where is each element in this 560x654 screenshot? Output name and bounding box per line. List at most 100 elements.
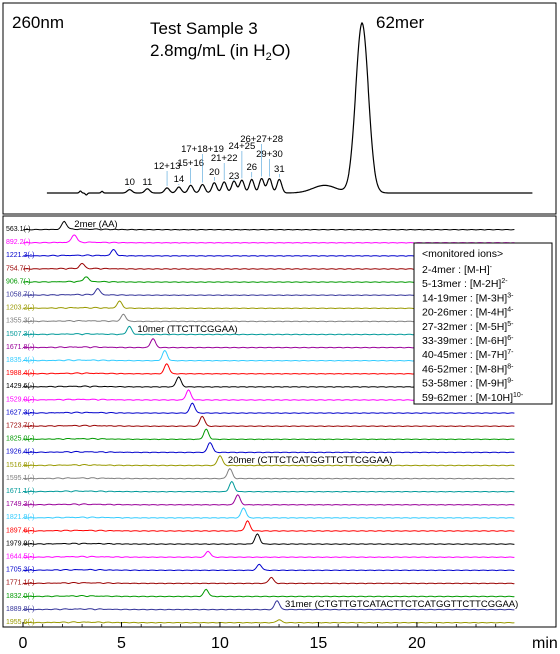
eic-trace [22, 550, 515, 559]
x-tick-label: 5 [117, 635, 126, 652]
eic-trace-label: 1835.4(-) [6, 357, 34, 364]
x-axis: 0 5 10 15 20 min [19, 622, 558, 652]
eic-trace-label: 1355.3(-) [6, 318, 34, 325]
uv-peak-label: 14 [174, 174, 185, 185]
eic-trace-label: 1889.8(-) [6, 606, 34, 613]
eic-annotation: 10mer (TTCTTCGGAA) [137, 324, 237, 335]
legend-entry: 14-19mer : [M-3H]3- [422, 292, 514, 304]
concentration-suffix: O) [272, 41, 291, 60]
concentration-label: 2.8mg/mL (in H2O) [150, 41, 291, 63]
uv-peak-label: 29+30 [256, 149, 283, 160]
eic-trace-label: 1203.2(-) [6, 305, 34, 312]
legend-entry: 46-52mer : [M-8H]8- [422, 363, 514, 375]
eic-trace-label: 1825.0(-) [6, 436, 34, 443]
eic-trace [22, 220, 515, 231]
legend-entry: 27-32mer : [M-5H]5- [422, 321, 514, 333]
eic-trace-label: 1723.7(-) [6, 423, 34, 430]
eic-trace [23, 467, 515, 480]
eic-traces: 563.1(-) 892.2(-) 1221.3(-) 754.7(-) 906.7(-… [6, 220, 515, 626]
eic-trace-label: 1058.7(-) [6, 292, 34, 299]
eic-trace [22, 234, 515, 244]
eic-trace [23, 480, 515, 493]
main-peak-label: 62mer [376, 13, 425, 32]
uv-peak-label: 26+27+28 [240, 134, 283, 145]
eic-trace-label: 1429.6(-) [6, 383, 34, 390]
uv-peak-label: 26 [246, 162, 257, 173]
eic-trace-label: 1897.6(-) [6, 527, 34, 534]
eic-trace-label: 1705.3(-) [6, 567, 34, 574]
eic-trace-label: 1749.3(-) [6, 501, 34, 508]
eic-trace [22, 619, 515, 624]
uv-peak-label: 20 [209, 167, 220, 178]
uv-trace [46, 21, 533, 196]
eic-trace-label: 1507.3(-) [6, 331, 34, 338]
uv-panel-frame [2, 2, 557, 215]
eic-trace-label: 1988.4(-) [6, 370, 34, 377]
eic-trace-label: 563.1(-) [6, 226, 31, 233]
eic-trace [23, 441, 515, 454]
eic-trace-label: 1644.5(-) [6, 554, 34, 561]
x-tick-label: 10 [211, 635, 229, 652]
eic-trace-label: 1955.6(-) [6, 619, 34, 626]
eic-trace [23, 402, 515, 414]
legend-title: <monitored ions> [422, 248, 503, 260]
wavelength-label: 260nm [12, 13, 64, 32]
legend-entry: 20-26mer : [M-4H]4- [422, 307, 514, 319]
legend-entry: 59-62mer : [M-10H]10- [422, 392, 524, 404]
uv-peak-label: 15+16 [177, 158, 204, 169]
eic-annotations: 2mer (AA) 10mer (TTCTTCGGAA) 20mer (CTTCTC… [74, 219, 518, 610]
eic-annotation: 31mer (CTGTTGTCATACTTCTCATGGTTCTTCGGAA) [285, 599, 518, 610]
eic-trace-label: 1926.4(-) [6, 449, 34, 456]
eic-trace [22, 588, 515, 598]
eic-trace-label: 1221.3(-) [6, 252, 34, 259]
uv-peak-labels: 10 1112+131415+1617+18+192021+222324+2526… [124, 134, 284, 188]
eic-trace [23, 415, 515, 428]
eic-trace-label: 1529.0(-) [6, 396, 34, 403]
uv-peak-label: 10 [124, 177, 135, 188]
eic-trace [23, 507, 515, 519]
legend-entry: 40-45mer : [M-7H]7- [422, 349, 514, 361]
eic-trace-label: 1516.8(-) [6, 462, 34, 469]
legend-entry: 53-58mer : [M-9H]9- [422, 378, 514, 390]
eic-trace [22, 563, 515, 572]
x-tick-label: 15 [310, 635, 328, 652]
uv-panel: 260nm Test Sample 3 2.8mg/mL (in H2O) 62… [2, 2, 557, 215]
eic-trace-label: 1821.9(-) [6, 514, 34, 521]
x-tick-label: 20 [408, 635, 426, 652]
eic-annotation: 20mer (CTTCTCATGGTTCTTCGGAA) [228, 455, 392, 466]
eic-trace-label: 1671.1(-) [6, 488, 34, 495]
uv-peak-label: 24+25 [229, 141, 256, 152]
uv-peak-label: 31 [274, 164, 285, 175]
eic-trace [22, 533, 515, 545]
eic-trace [23, 494, 515, 506]
eic-trace [22, 576, 515, 585]
eic-trace-label: 892.2(-) [6, 239, 31, 246]
sample-title: Test Sample 3 [150, 19, 258, 38]
eic-trace-label: 1832.0(-) [6, 593, 34, 600]
x-tick-label: 0 [19, 635, 28, 652]
uv-peak-label: 11 [142, 177, 152, 188]
monitored-ions-legend: <monitored ions> 2-4mer : [M-H]- 5-13mer :… [413, 242, 553, 405]
x-axis-label: min [532, 635, 558, 652]
eic-trace [22, 520, 515, 532]
legend-entry: 33-39mer : [M-6H]6- [422, 335, 514, 347]
eic-annotation: 2mer (AA) [74, 219, 117, 230]
eic-trace-label: 1771.1(-) [6, 580, 34, 587]
legend-entry: 5-13mer : [M-2H]2- [422, 278, 508, 290]
concentration-prefix: 2.8mg/mL (in H [150, 41, 266, 60]
ms-panel: 563.1(-) 892.2(-) 1221.3(-) 754.7(-) 906.7(-… [2, 215, 558, 652]
legend-box [413, 242, 553, 405]
eic-trace-label: 1671.8(-) [6, 344, 34, 351]
eic-trace-label: 1979.9(-) [6, 540, 34, 547]
eic-trace [22, 600, 515, 611]
uv-peak-label: 12+13 [154, 161, 181, 172]
legend-entry: 2-4mer : [M-H]- [422, 264, 493, 276]
eic-trace-label: 1627.3(-) [6, 409, 34, 416]
eic-trace-label: 754.7(-) [6, 265, 31, 272]
ms-panel-frame [2, 215, 557, 628]
eic-trace-label: 906.7(-) [6, 278, 31, 285]
uv-peak-label: 21+22 [211, 153, 238, 164]
eic-trace-label: 1595.1(-) [6, 475, 34, 482]
eic-trace [23, 428, 515, 441]
